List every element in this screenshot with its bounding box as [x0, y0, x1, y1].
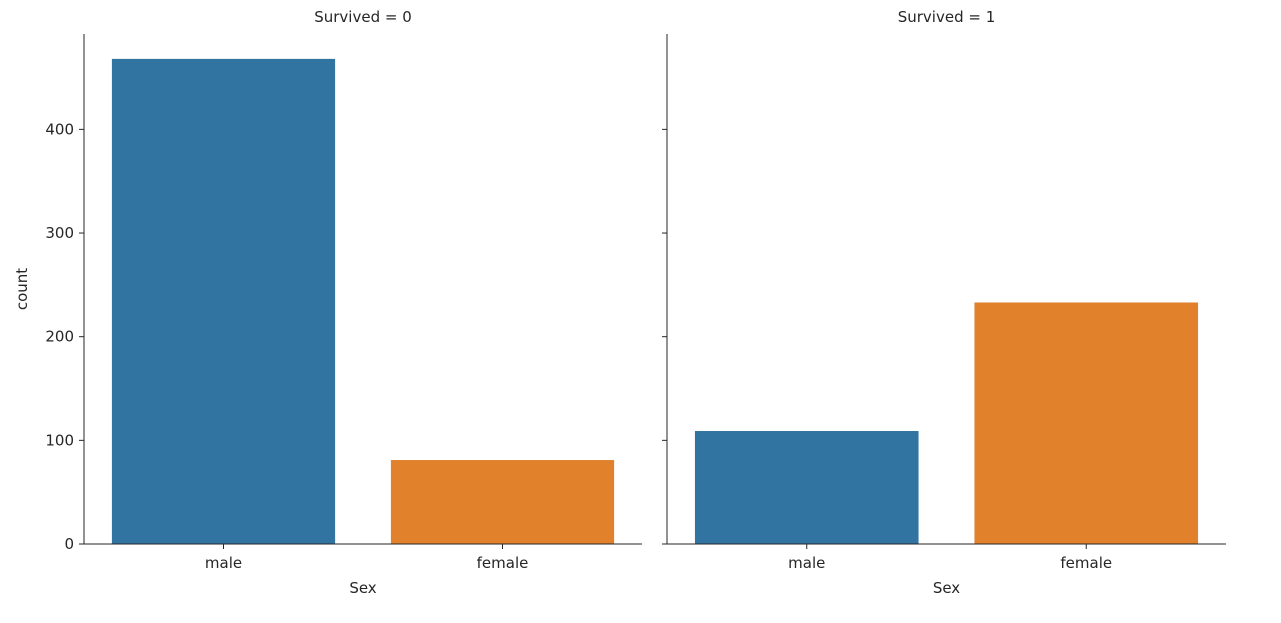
bar-male — [694, 431, 919, 544]
x-axis-label: Sex — [349, 579, 376, 597]
x-axis-label: Sex — [933, 579, 960, 597]
facet-title: Survived = 0 — [314, 8, 412, 26]
y-tick-label-300: 300 — [45, 224, 74, 242]
y-tick-label-100: 100 — [45, 431, 74, 449]
facet-panel-1: male female Survived = 1 Sex — [662, 8, 1226, 597]
x-tick-label-male: male — [788, 554, 825, 572]
y-tick-label-0: 0 — [64, 535, 74, 553]
x-tick-label-female: female — [1060, 554, 1112, 572]
facet-panel-0: male female 0 100 200 300 400 Survived = 0 Sex co… — [13, 8, 642, 597]
bar-female — [390, 460, 615, 544]
facet-title: Survived = 1 — [898, 8, 996, 26]
x-tick-label-female: female — [477, 554, 529, 572]
y-tick-label-400: 400 — [45, 120, 74, 138]
x-tick-label-male: male — [205, 554, 242, 572]
y-axis-label: count — [13, 268, 31, 310]
y-tick-label-200: 200 — [45, 328, 74, 346]
bar-male — [111, 58, 336, 544]
bar-female — [974, 302, 1199, 544]
